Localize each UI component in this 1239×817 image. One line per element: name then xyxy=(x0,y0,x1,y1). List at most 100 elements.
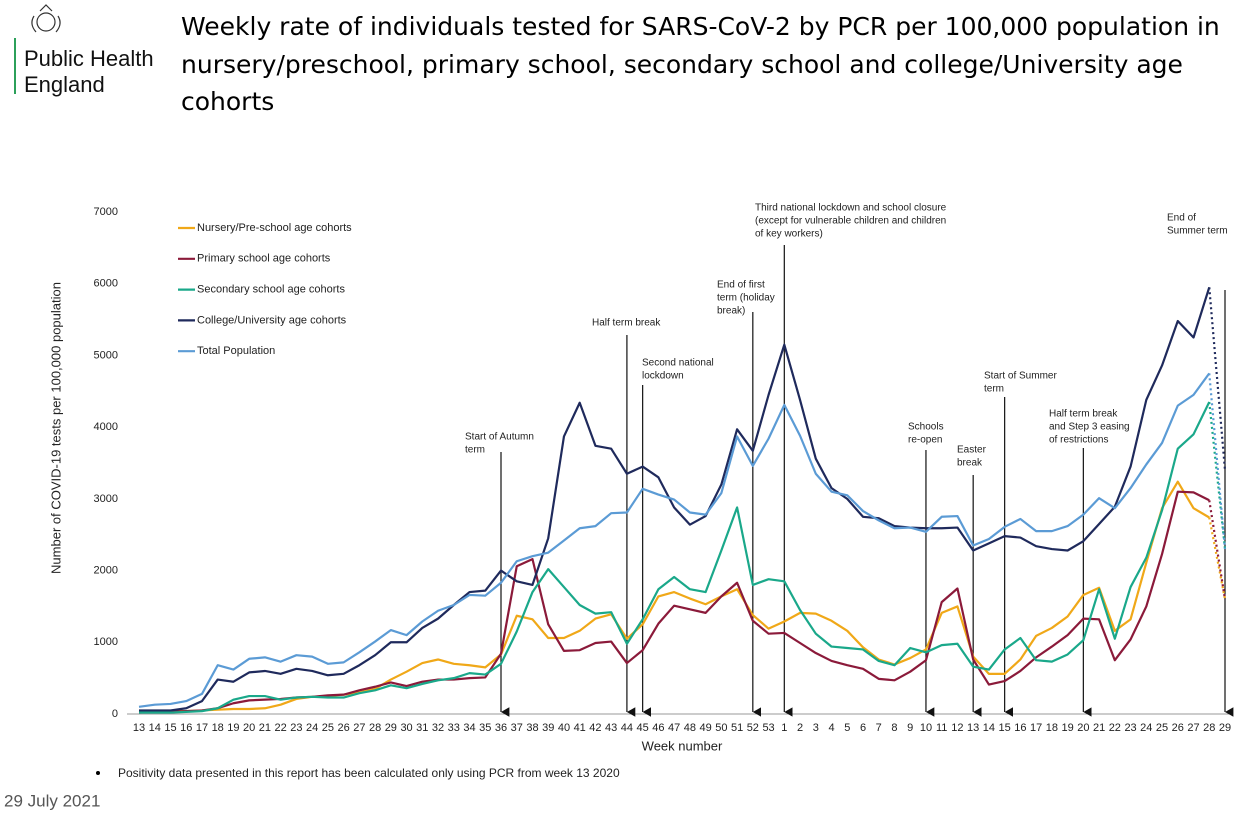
x-tick-label: 34 xyxy=(463,722,475,734)
y-tick-label: 5000 xyxy=(94,349,118,361)
x-tick-label: 25 xyxy=(1156,722,1168,734)
annotation: Second national xyxy=(642,358,714,369)
x-tick-label: 18 xyxy=(212,722,224,734)
x-tick-label: 51 xyxy=(731,722,743,734)
x-tick-label: 16 xyxy=(1014,722,1026,734)
x-tick-label: 16 xyxy=(180,722,192,734)
x-tick-label: 26 xyxy=(1172,722,1184,734)
x-tick-label: 42 xyxy=(589,722,601,734)
logo-text: Public Health xyxy=(24,46,154,71)
legend-label: College/University age cohorts xyxy=(197,314,347,326)
x-tick-label: 18 xyxy=(1046,722,1058,734)
x-tick-label: 31 xyxy=(416,722,428,734)
x-tick-label: 38 xyxy=(526,722,538,734)
annotation: term xyxy=(984,384,1004,395)
y-tick-label: 0 xyxy=(112,708,118,720)
y-tick-label: 2000 xyxy=(94,564,118,576)
series-line-projected xyxy=(1208,401,1227,550)
annotation: Start of Summer xyxy=(984,371,1057,382)
x-tick-label: 25 xyxy=(322,722,334,734)
x-tick-label: 21 xyxy=(259,722,271,734)
annotation: Start of Autumn xyxy=(465,432,534,443)
x-tick-label: 48 xyxy=(684,722,696,734)
x-tick-label: 52 xyxy=(747,722,759,734)
x-tick-label: 3 xyxy=(813,722,819,734)
x-tick-label: 22 xyxy=(275,722,287,734)
x-tick-label: 20 xyxy=(243,722,255,734)
annotation: Summer term xyxy=(1167,226,1228,237)
x-tick-label: 17 xyxy=(196,722,208,734)
y-axis-label: Number of COVID-19 tests per 100,000 pop… xyxy=(48,282,63,574)
x-tick-label: 21 xyxy=(1093,722,1105,734)
x-tick-label: 26 xyxy=(337,722,349,734)
x-tick-label: 5 xyxy=(844,722,850,734)
x-tick-label: 10 xyxy=(920,722,932,734)
annotation: Schools xyxy=(908,422,944,433)
title: nursery/preschool, primary school, secon… xyxy=(181,50,1183,79)
x-tick-label: 4 xyxy=(828,722,834,734)
title: cohorts xyxy=(181,87,274,116)
x-tick-label: 14 xyxy=(983,722,995,734)
y-tick-label: 3000 xyxy=(94,493,118,505)
annotation: Easter xyxy=(957,445,987,456)
x-tick-label: 19 xyxy=(227,722,239,734)
annotation: and Step 3 easing xyxy=(1049,422,1130,433)
legend-label: Secondary school age cohorts xyxy=(197,284,345,296)
x-tick-label: 20 xyxy=(1077,722,1089,734)
x-tick-label: 53 xyxy=(762,722,774,734)
y-tick-label: 4000 xyxy=(94,421,118,433)
footnote: Positivity data presented in this report… xyxy=(118,766,620,780)
x-tick-label: 12 xyxy=(951,722,963,734)
x-tick-label: 43 xyxy=(605,722,617,734)
series-line xyxy=(138,490,1210,714)
x-tick-label: 40 xyxy=(558,722,570,734)
x-tick-label: 1 xyxy=(781,722,787,734)
x-tick-label: 41 xyxy=(574,722,586,734)
annotation: Third national lockdown and school closu… xyxy=(755,203,947,214)
x-tick-label: 2 xyxy=(797,722,803,734)
series-line xyxy=(139,286,1211,712)
y-tick-label: 7000 xyxy=(94,206,118,218)
x-tick-label: 32 xyxy=(432,722,444,734)
annotation: lockdown xyxy=(642,371,684,382)
annotation: Half term break xyxy=(592,318,661,329)
x-tick-label: 35 xyxy=(479,722,491,734)
x-tick-label: 39 xyxy=(542,722,554,734)
x-tick-label: 23 xyxy=(290,722,302,734)
x-tick-label: 27 xyxy=(1187,722,1199,734)
series-line-projected xyxy=(1208,500,1227,600)
logo-bar xyxy=(14,38,16,94)
legend-label: Total Population xyxy=(197,345,275,357)
x-tick-label: 9 xyxy=(907,722,913,734)
x-tick-label: 33 xyxy=(448,722,460,734)
annotation: End of xyxy=(1167,213,1196,224)
x-tick-label: 15 xyxy=(999,722,1011,734)
x-tick-label: 45 xyxy=(637,722,649,734)
series-line xyxy=(139,480,1210,713)
x-tick-label: 30 xyxy=(400,722,412,734)
x-tick-label: 13 xyxy=(967,722,979,734)
annotation: re-open xyxy=(908,435,942,446)
x-tick-label: 50 xyxy=(715,722,727,734)
annotation: End of first xyxy=(717,280,765,291)
bullet xyxy=(96,771,100,775)
annotation: of key workers) xyxy=(755,229,823,240)
x-tick-label: 27 xyxy=(353,722,365,734)
x-tick-label: 8 xyxy=(891,722,897,734)
y-tick-label: 6000 xyxy=(94,278,118,290)
x-tick-label: 15 xyxy=(164,722,176,734)
y-tick-label: 1000 xyxy=(94,636,118,648)
x-tick-label: 7 xyxy=(876,722,882,734)
series-line xyxy=(138,372,1211,708)
x-tick-label: 47 xyxy=(668,722,680,734)
series-line xyxy=(139,401,1211,714)
legend-label: Primary school age cohorts xyxy=(197,253,331,265)
title: Weekly rate of individuals tested for SA… xyxy=(181,12,1220,41)
legend-label: Nursery/Pre-school age cohorts xyxy=(197,222,352,234)
x-tick-label: 22 xyxy=(1109,722,1121,734)
x-tick-label: 29 xyxy=(1219,722,1231,734)
date: 29 July 2021 xyxy=(4,791,100,810)
annotation: (except for vulnerable children and chil… xyxy=(755,216,946,227)
annotation: Half term break xyxy=(1049,409,1118,420)
